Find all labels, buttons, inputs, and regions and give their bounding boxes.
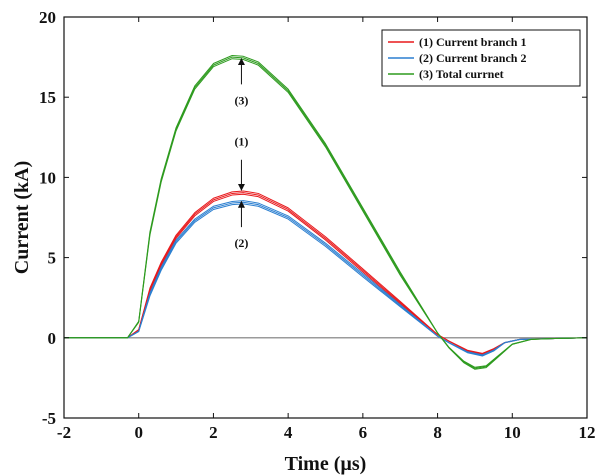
y-axis-title: Current (kA): [11, 161, 33, 275]
series-3-line: [64, 56, 587, 370]
x-tick-label: 2: [209, 423, 218, 442]
x-tick-label: 0: [134, 423, 143, 442]
series-2-trace-1: [64, 201, 587, 355]
series-1-trace-3: [64, 194, 587, 354]
x-tick-label: 6: [359, 423, 368, 442]
x-tick-label: 4: [284, 423, 293, 442]
y-tick-label: -5: [42, 409, 56, 428]
series-2-trace-2: [64, 202, 587, 355]
series-1-trace-2: [64, 193, 587, 354]
x-tick-label: 10: [504, 423, 521, 442]
series-1-line: [64, 191, 587, 354]
y-tick-label: 10: [39, 168, 56, 187]
series-3-trace-2: [64, 57, 587, 368]
legend-entry: (3) Total currnet: [419, 67, 504, 81]
annotation-label: (1): [234, 134, 248, 148]
legend-entry: (2) Current branch 2: [419, 51, 526, 65]
annotation-label: (3): [234, 93, 248, 107]
y-tick-label: 15: [39, 88, 56, 107]
x-axis-title: Time (µs): [285, 453, 367, 475]
annotation-label: (2): [234, 236, 248, 250]
series-1-trace-1: [64, 191, 587, 353]
series-3-trace-3: [64, 59, 587, 370]
x-tick-label: 12: [579, 423, 596, 442]
series-2-trace-3: [64, 204, 587, 356]
x-tick-label: 8: [433, 423, 442, 442]
legend: (1) Current branch 1 (2) Current branch 2…: [382, 30, 580, 86]
legend-entry: (1) Current branch 1: [419, 35, 526, 49]
x-tick-label: -2: [57, 423, 71, 442]
y-tick-label: 20: [39, 8, 56, 27]
y-tick-label: 0: [48, 329, 57, 348]
y-tick-label: 5: [48, 249, 57, 268]
series-2-line: [64, 201, 587, 356]
